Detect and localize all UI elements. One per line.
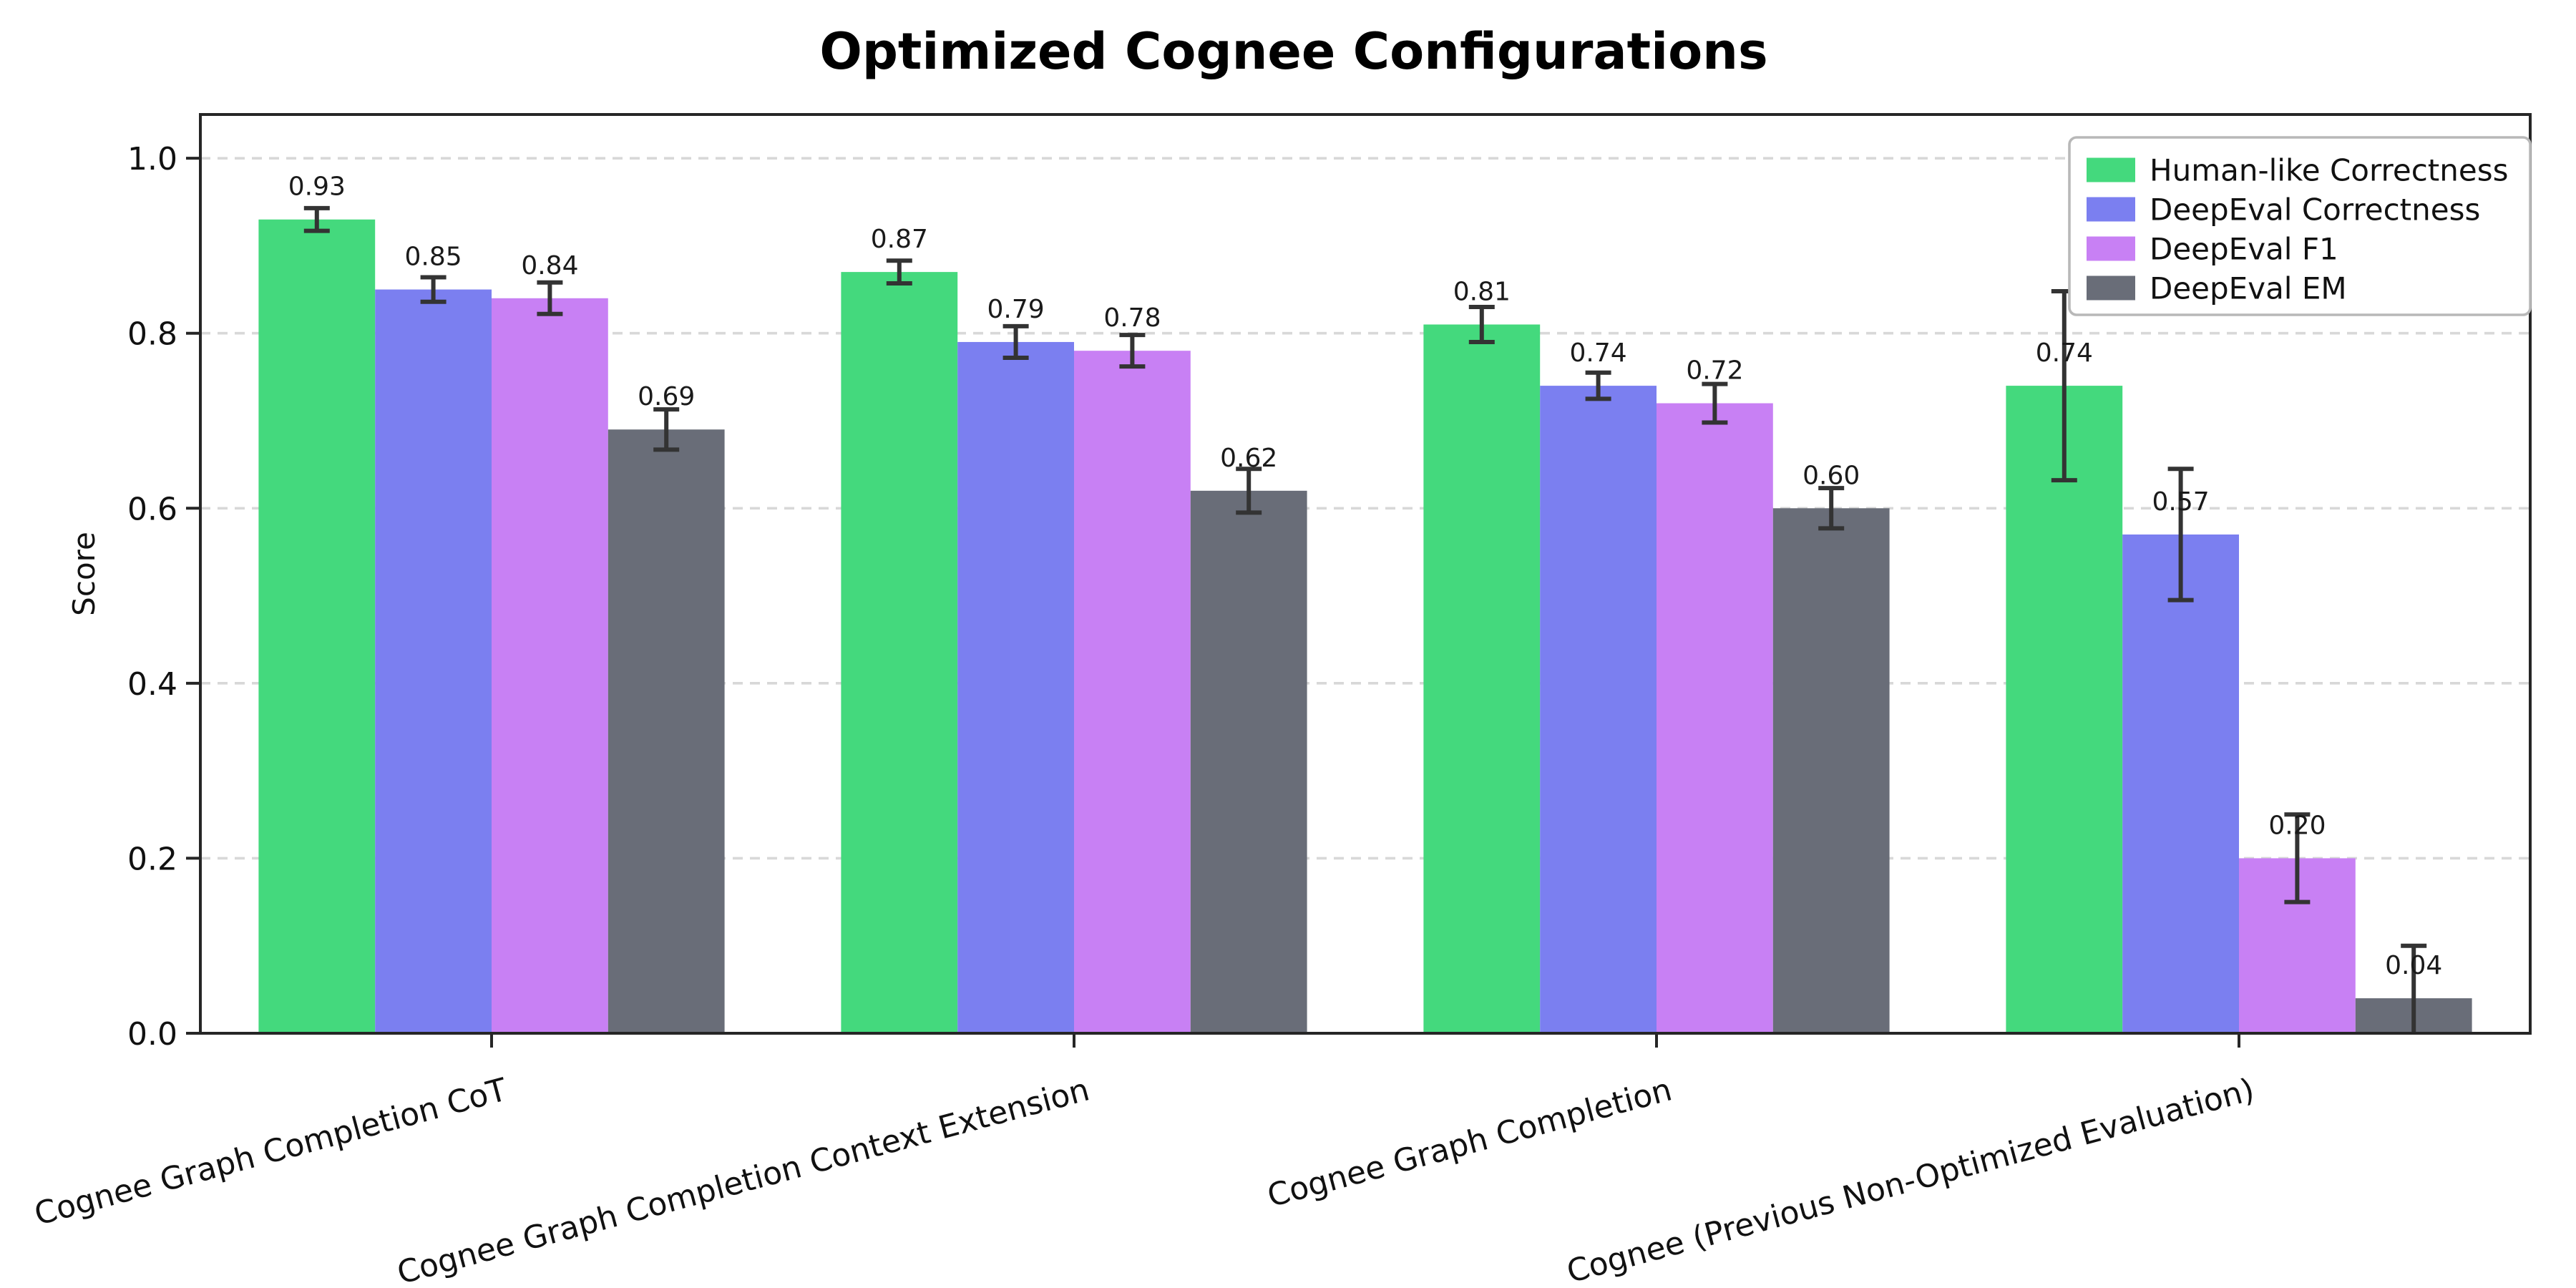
- bar: [1423, 324, 1541, 1033]
- value-label: 0.74: [1570, 338, 1627, 368]
- y-tick-label: 0.4: [127, 666, 177, 703]
- legend-label: Human-like Correctness: [2150, 153, 2509, 188]
- chart-title: Optimized Cognee Configurations: [819, 22, 1767, 81]
- value-label: 0.57: [2152, 487, 2210, 517]
- y-tick-label: 1.0: [127, 141, 177, 177]
- legend-swatch: [2087, 236, 2135, 261]
- bar: [2006, 386, 2123, 1033]
- y-tick-label: 0.6: [127, 491, 177, 527]
- bar: [1540, 386, 1657, 1033]
- bar: [1657, 403, 1773, 1033]
- value-labels-layer: 0.93 0.85 0.84 0.69 0.87 0.79 0.78 0.62 0.81 0.74…: [288, 172, 2443, 980]
- bar: [841, 272, 958, 1034]
- bar: [492, 298, 608, 1033]
- bar: [2122, 534, 2239, 1033]
- legend-swatch: [2087, 275, 2135, 301]
- value-label: 0.69: [638, 382, 695, 411]
- y-tick-label: 0.0: [127, 1016, 177, 1053]
- bar: [957, 341, 1074, 1033]
- y-tick-label: 0.8: [127, 316, 177, 353]
- value-label: 0.85: [405, 243, 462, 272]
- value-label: 0.74: [2036, 338, 2093, 368]
- plot-border: [199, 113, 2532, 1035]
- value-label: 0.20: [2268, 811, 2326, 840]
- value-label: 0.81: [1453, 277, 1511, 306]
- bars-layer: [258, 219, 2472, 1034]
- bar: [1772, 508, 1890, 1033]
- legend-label: DeepEval F1: [2150, 232, 2338, 267]
- axes-layer: [186, 113, 2532, 1048]
- value-label: 0.93: [288, 172, 346, 202]
- x-tick-label: Cognee Graph Completion CoT: [31, 1071, 511, 1233]
- value-label: 0.84: [521, 251, 578, 280]
- bar: [375, 289, 492, 1034]
- value-label: 0.04: [2385, 951, 2442, 980]
- x-tick-label: Cognee Graph Completion: [1264, 1071, 1676, 1214]
- y-tick-label: 0.2: [127, 841, 177, 877]
- value-label: 0.87: [871, 225, 928, 254]
- value-label: 0.78: [1103, 303, 1161, 333]
- bar: [1074, 351, 1191, 1034]
- bar: [1190, 490, 1307, 1033]
- bar: [608, 429, 725, 1033]
- legend-box: [2068, 136, 2532, 316]
- legend-label: DeepEval EM: [2150, 271, 2347, 306]
- y-axis-label: Score: [67, 532, 102, 616]
- bar: [258, 219, 376, 1033]
- legend: Human-like Correctness DeepEval Correctne…: [2068, 136, 2532, 316]
- value-label: 0.72: [1686, 356, 1743, 386]
- value-label: 0.60: [1802, 461, 1860, 490]
- value-label: 0.79: [987, 295, 1045, 324]
- legend-label: DeepEval Correctness: [2150, 192, 2480, 228]
- error-bars-layer: [303, 205, 2427, 1033]
- value-label: 0.62: [1220, 444, 1277, 473]
- legend-swatch: [2087, 157, 2135, 182]
- legend-swatch: [2087, 197, 2135, 222]
